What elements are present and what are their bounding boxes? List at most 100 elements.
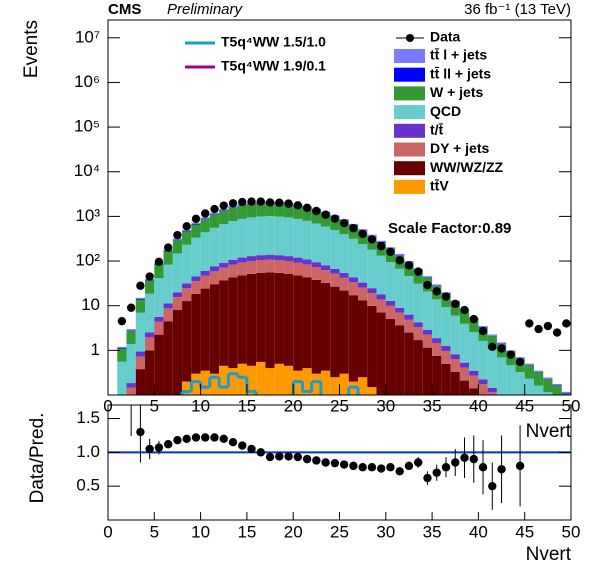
- stack-bar: [367, 305, 377, 388]
- data-point: [265, 198, 275, 207]
- stack-bar: [237, 363, 247, 395]
- stack-bar: [496, 342, 507, 344]
- stack-bar: [469, 388, 479, 395]
- stack-bar: [339, 277, 349, 291]
- ratio-point: [497, 465, 506, 474]
- stack-bar: [283, 260, 294, 274]
- y-tick-label: 10⁵: [74, 117, 100, 136]
- stack-bar: [237, 205, 247, 219]
- data-point: [423, 280, 432, 290]
- stack-bar: [330, 377, 340, 395]
- data-point: [497, 344, 506, 353]
- stack-bar: [348, 282, 359, 296]
- data-point: [478, 326, 488, 336]
- legend-label: tt̄ l + jets: [430, 46, 487, 62]
- stack-bar: [376, 312, 386, 395]
- stack-bar: [404, 275, 414, 315]
- stack-bar: [265, 368, 275, 395]
- data-point: [136, 281, 145, 290]
- x-tick-label: 45: [515, 396, 534, 415]
- stack-bar: [469, 370, 479, 376]
- x-tick-label: 25: [330, 396, 349, 415]
- x-tick-label: 15: [237, 522, 256, 541]
- stack-bar: [320, 282, 331, 371]
- ratio-point: [432, 468, 441, 477]
- x-tick-label: 10: [191, 522, 210, 541]
- legend-swatch: [394, 142, 425, 157]
- stack-bar: [339, 221, 349, 235]
- data-point: [395, 256, 404, 265]
- stack-bar: [246, 204, 257, 218]
- stack-bar: [413, 340, 423, 395]
- stack-bar: [200, 218, 210, 220]
- stack-bar: [228, 259, 238, 265]
- stack-bar: [191, 373, 201, 395]
- ratio-point: [414, 458, 423, 467]
- stack-bar: [237, 275, 247, 364]
- data-point: [404, 261, 414, 270]
- stack-bar: [404, 314, 414, 320]
- stack-bar: [154, 334, 164, 395]
- stack-bar: [358, 282, 368, 288]
- stack-bar: [172, 240, 183, 254]
- stack-bar: [191, 223, 201, 225]
- stack-bar: [135, 299, 146, 313]
- stack-bar: [395, 268, 405, 308]
- data-point: [330, 214, 340, 223]
- ratio-point: [293, 452, 303, 462]
- ratio-point: [367, 463, 377, 472]
- stack-bar: [552, 385, 562, 395]
- plot-frame: [107, 19, 572, 396]
- y-tick-label: 1: [91, 340, 100, 359]
- stack-bar: [320, 370, 331, 395]
- data-point: [432, 287, 441, 296]
- stack-bar: [533, 385, 544, 395]
- stack-bar: [172, 292, 183, 298]
- data-point: [349, 223, 358, 233]
- stack-bar: [117, 361, 127, 395]
- stack-bar: [311, 373, 321, 395]
- stack-bar: [339, 290, 349, 374]
- stack-bar: [145, 350, 155, 395]
- stack-bar: [469, 375, 479, 389]
- stack-bar: [126, 330, 136, 331]
- stack-bar: [172, 297, 183, 311]
- stack-bar: [524, 378, 534, 395]
- stack-bar: [191, 237, 201, 277]
- stack-bar: [200, 232, 210, 271]
- data-point: [441, 292, 451, 301]
- x-tick-label: 45: [515, 522, 534, 541]
- y-axis-label: Events: [21, 20, 42, 78]
- stack-bar: [283, 256, 294, 261]
- x-tick-label: 15: [237, 396, 256, 415]
- data-point: [117, 316, 127, 326]
- stack-bar: [441, 363, 451, 395]
- stack-bar: [228, 368, 238, 395]
- y-tick-label: 10⁴: [74, 161, 100, 180]
- ratio-point: [386, 463, 395, 472]
- stack-bar: [191, 293, 201, 374]
- stack-bar: [302, 259, 312, 265]
- stack-bar: [376, 240, 386, 243]
- stack-bar: [191, 224, 201, 238]
- stack-bar: [265, 259, 275, 273]
- stack-bar: [135, 297, 146, 300]
- y-tick-label: 10²: [75, 251, 100, 270]
- stack-bar: [367, 293, 377, 306]
- stack-bar: [163, 303, 173, 309]
- stack-bar: [358, 287, 368, 301]
- stack-bar: [487, 334, 497, 336]
- stack-bar: [200, 275, 210, 289]
- stack-bar: [265, 202, 275, 217]
- ratio-point: [330, 458, 340, 468]
- ratio-point: [275, 452, 284, 461]
- stack-bar: [274, 216, 284, 256]
- main-plot: [117, 197, 571, 395]
- stack-bar: [422, 334, 433, 348]
- stack-bar: [219, 210, 229, 225]
- stack-bar: [506, 365, 516, 395]
- ratio-point: [321, 458, 330, 467]
- data-point: [339, 218, 349, 228]
- stack-bar: [274, 255, 284, 261]
- stack-bar: [385, 318, 396, 395]
